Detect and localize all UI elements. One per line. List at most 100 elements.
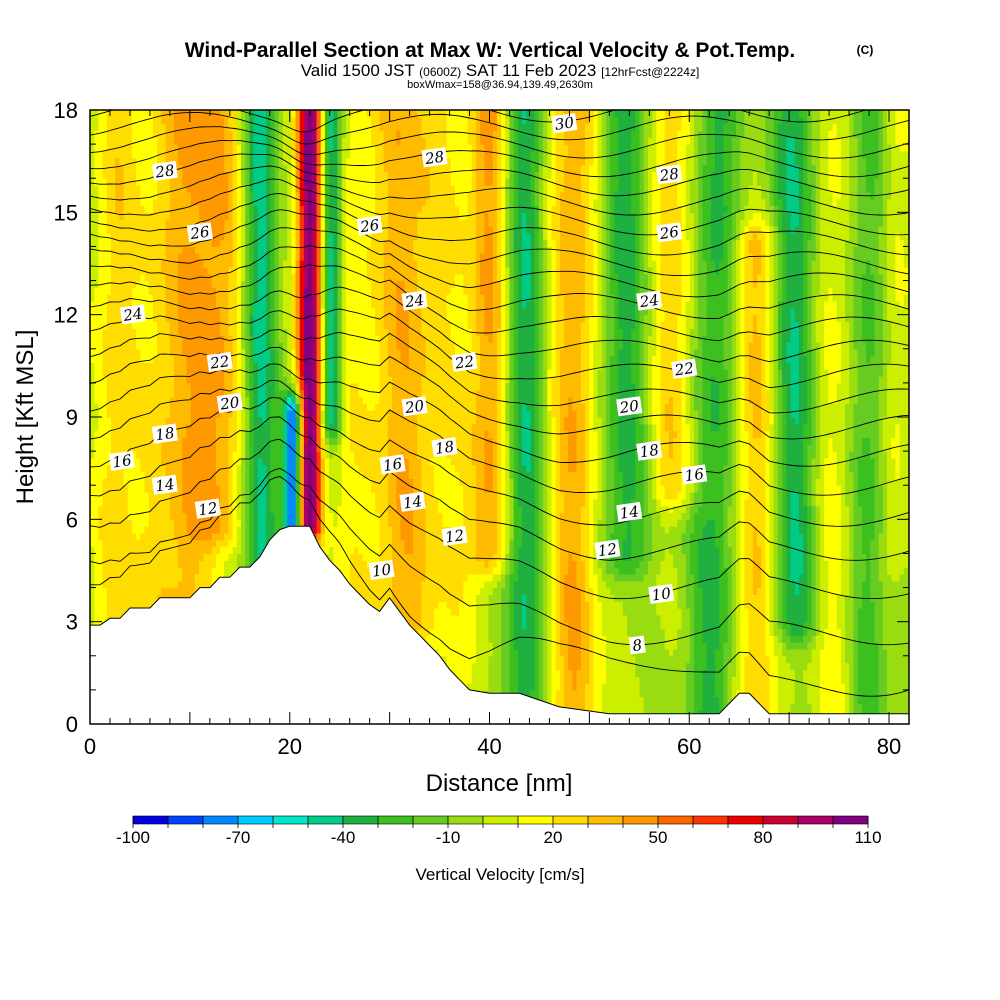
colorbar-swatch xyxy=(168,816,204,824)
velocity-cell xyxy=(652,110,657,172)
velocity-cell xyxy=(501,587,506,724)
velocity-cell xyxy=(891,580,897,724)
velocity-cell xyxy=(287,110,292,370)
velocity-cell xyxy=(559,655,565,724)
velocity-cell xyxy=(585,683,590,724)
y-tick-label: 6 xyxy=(66,507,78,532)
velocity-cell xyxy=(664,498,670,507)
theta-label-text: 24 xyxy=(638,291,660,312)
velocity-cell xyxy=(220,110,225,118)
velocity-cell xyxy=(459,110,464,220)
velocity-cell xyxy=(870,539,876,602)
theta-label-text: 16 xyxy=(382,454,404,475)
velocity-cell xyxy=(459,601,464,724)
velocity-cell xyxy=(790,580,796,636)
velocity-cell xyxy=(580,164,586,207)
velocity-cell xyxy=(878,225,884,275)
y-tick-label: 9 xyxy=(66,405,78,430)
velocity-cell xyxy=(857,110,863,459)
velocity-cell xyxy=(870,355,876,459)
velocity-cell xyxy=(660,505,666,527)
velocity-cell xyxy=(257,110,263,418)
velocity-cell xyxy=(454,362,460,473)
velocity-cell xyxy=(702,110,708,166)
velocity-cell xyxy=(475,335,481,391)
velocity-cell xyxy=(543,239,548,724)
velocity-cell xyxy=(568,396,574,473)
x-tick-label: 60 xyxy=(677,734,701,759)
velocity-cell xyxy=(425,110,431,166)
velocity-cell xyxy=(710,376,716,432)
colorbar-swatch xyxy=(273,816,309,824)
velocity-cell xyxy=(803,110,808,357)
velocity-cell xyxy=(664,505,670,534)
velocity-cell xyxy=(241,185,246,282)
velocity-cell xyxy=(845,662,850,724)
y-axis-label: Height [Kft MSL] xyxy=(12,330,39,505)
velocity-cell xyxy=(316,451,322,534)
velocity-cell xyxy=(144,280,150,364)
theta-label-bg xyxy=(421,147,448,168)
velocity-cell xyxy=(824,369,829,459)
velocity-cell xyxy=(824,110,829,302)
theta-label: 12 xyxy=(194,498,221,519)
velocity-cell xyxy=(685,519,691,609)
velocity-cell xyxy=(836,382,842,486)
velocity-cell xyxy=(685,110,691,145)
velocity-cell xyxy=(144,362,150,493)
theta-label-text: 24 xyxy=(403,291,425,312)
velocity-cell xyxy=(807,642,813,664)
velocity-cell xyxy=(249,335,255,630)
velocity-cell xyxy=(824,457,829,561)
velocity-cell xyxy=(366,246,372,282)
velocity-cell xyxy=(228,335,234,418)
velocity-cell xyxy=(438,110,443,445)
velocity-cell xyxy=(463,110,469,220)
velocity-cell xyxy=(618,573,624,582)
velocity-cell xyxy=(194,110,200,207)
velocity-cell xyxy=(115,157,120,213)
velocity-cell xyxy=(459,219,464,275)
velocity-cell xyxy=(413,260,418,636)
velocity-cell xyxy=(312,110,318,227)
theta-label: 22 xyxy=(206,351,233,373)
velocity-cell xyxy=(803,683,808,724)
velocity-cell xyxy=(241,280,246,350)
velocity-cell xyxy=(903,110,909,152)
velocity-cell xyxy=(673,526,678,568)
velocity-cell xyxy=(140,471,146,534)
velocity-cell xyxy=(136,457,141,541)
velocity-cell xyxy=(442,601,448,657)
velocity-cell xyxy=(303,287,309,384)
velocity-cell xyxy=(526,471,532,724)
velocity-cell xyxy=(400,539,406,636)
velocity-cell xyxy=(509,539,515,575)
velocity-cell xyxy=(165,110,171,166)
velocity-cell xyxy=(127,519,133,609)
velocity-cell xyxy=(610,573,615,595)
velocity-cell xyxy=(350,110,355,384)
velocity-cell xyxy=(689,212,695,329)
velocity-cell xyxy=(849,451,855,473)
velocity-cell xyxy=(488,594,494,643)
velocity-cell xyxy=(857,608,863,705)
velocity-cell xyxy=(874,178,880,643)
velocity-cell xyxy=(836,485,842,595)
velocity-cell xyxy=(224,171,230,220)
velocity-cell xyxy=(295,417,301,432)
velocity-cell xyxy=(475,110,481,336)
velocity-cell xyxy=(404,110,410,302)
velocity-cell xyxy=(333,110,339,432)
velocity-cell xyxy=(102,178,108,329)
velocity-cell xyxy=(228,130,234,268)
velocity-cell xyxy=(144,110,150,213)
velocity-cell xyxy=(773,635,779,657)
velocity-cell xyxy=(199,539,204,561)
velocity-cell xyxy=(383,239,389,329)
velocity-cell xyxy=(123,464,129,486)
velocity-cell xyxy=(635,567,641,582)
velocity-cell xyxy=(752,314,758,439)
velocity-cell xyxy=(228,539,234,555)
velocity-cell xyxy=(165,321,171,418)
